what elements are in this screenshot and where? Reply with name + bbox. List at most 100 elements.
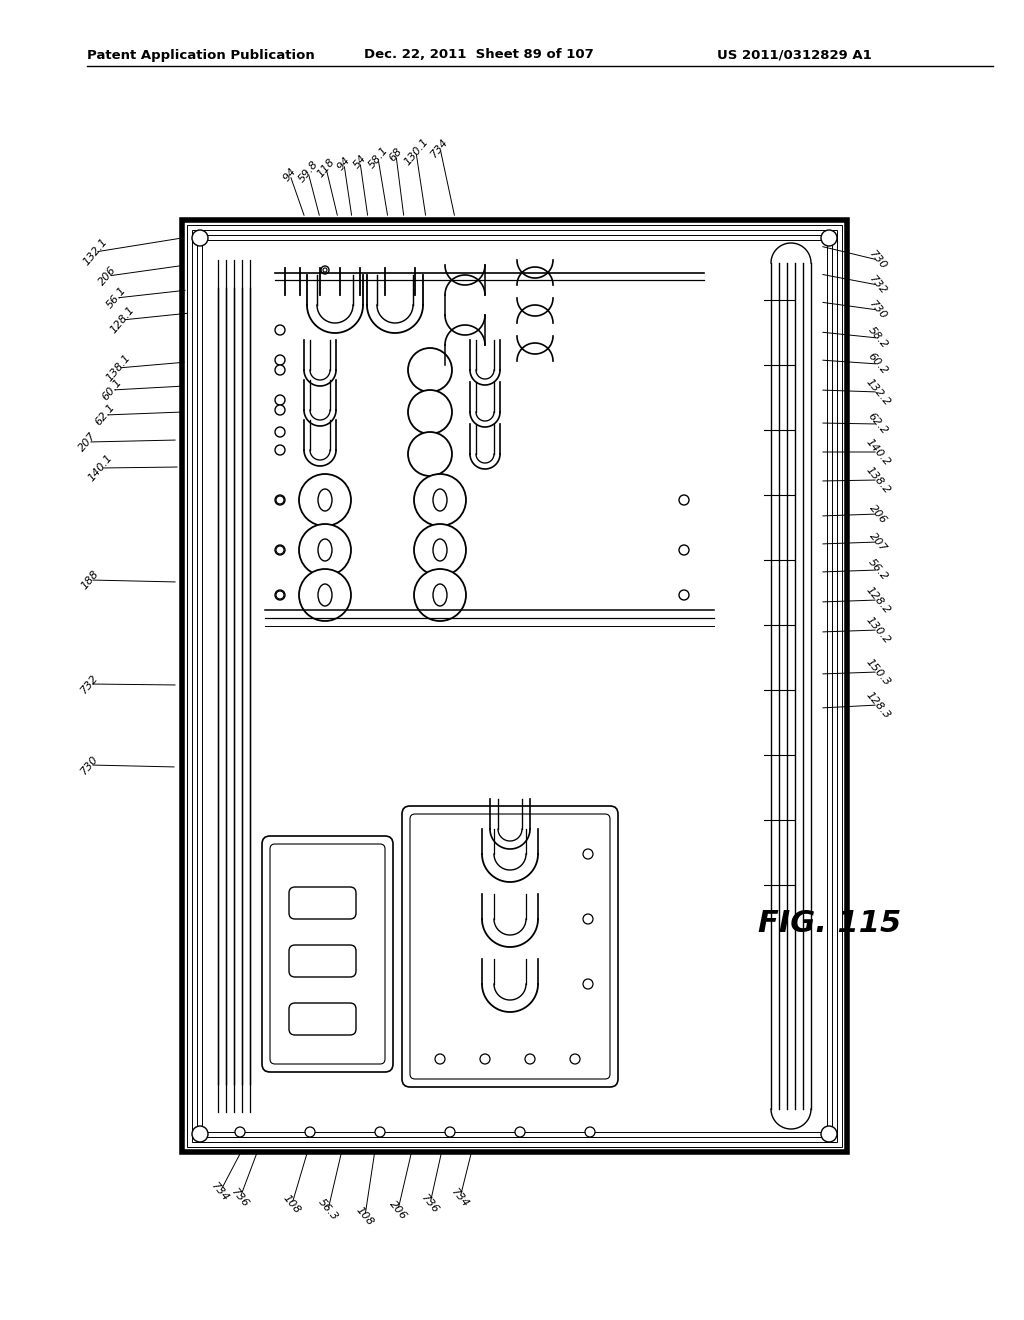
Circle shape: [435, 1053, 445, 1064]
Text: 108: 108: [354, 1205, 376, 1228]
Circle shape: [585, 1127, 595, 1137]
Text: 132.2: 132.2: [864, 376, 892, 408]
Circle shape: [679, 590, 689, 601]
Circle shape: [275, 445, 285, 455]
Bar: [182, 220, 847, 1152]
Text: 206: 206: [387, 1199, 409, 1221]
Text: 207: 207: [867, 531, 889, 553]
Text: 118: 118: [315, 157, 337, 180]
Text: 206: 206: [97, 264, 119, 288]
Text: Dec. 22, 2011  Sheet 89 of 107: Dec. 22, 2011 Sheet 89 of 107: [364, 49, 593, 62]
Circle shape: [276, 496, 284, 504]
Circle shape: [275, 495, 285, 506]
Text: 60.2: 60.2: [866, 351, 890, 376]
Circle shape: [323, 268, 327, 272]
Text: 56.3: 56.3: [316, 1197, 340, 1222]
Text: 58.2: 58.2: [866, 325, 890, 351]
Circle shape: [679, 545, 689, 554]
Circle shape: [821, 1126, 837, 1142]
Text: 56.2: 56.2: [866, 557, 890, 582]
Circle shape: [515, 1127, 525, 1137]
Circle shape: [276, 591, 284, 599]
Circle shape: [480, 1053, 490, 1064]
Circle shape: [299, 524, 351, 576]
Circle shape: [679, 495, 689, 506]
Text: 58.1: 58.1: [367, 145, 390, 170]
Bar: [187, 224, 842, 1147]
Text: 734: 734: [209, 1180, 230, 1204]
Circle shape: [445, 1127, 455, 1137]
Circle shape: [408, 389, 452, 434]
Circle shape: [408, 348, 452, 392]
Circle shape: [414, 569, 466, 620]
Text: US 2011/0312829 A1: US 2011/0312829 A1: [717, 49, 871, 62]
Text: 732: 732: [867, 273, 889, 297]
Text: 730: 730: [867, 248, 889, 272]
Circle shape: [321, 267, 329, 275]
Circle shape: [583, 913, 593, 924]
Text: 140.1: 140.1: [86, 453, 114, 483]
Bar: [202, 240, 827, 1133]
Circle shape: [821, 230, 837, 246]
Circle shape: [275, 325, 285, 335]
Text: 94: 94: [282, 166, 298, 183]
FancyBboxPatch shape: [410, 814, 610, 1078]
Circle shape: [299, 569, 351, 620]
FancyBboxPatch shape: [270, 843, 385, 1064]
Text: 207: 207: [77, 430, 98, 453]
Text: 736: 736: [419, 1192, 440, 1216]
Circle shape: [305, 1127, 315, 1137]
Text: Patent Application Publication: Patent Application Publication: [87, 49, 314, 62]
Circle shape: [375, 1127, 385, 1137]
Text: 138.2: 138.2: [864, 465, 892, 495]
Text: 730: 730: [867, 298, 889, 321]
Text: 188: 188: [79, 569, 100, 591]
Text: 59.8: 59.8: [296, 160, 319, 185]
Circle shape: [275, 545, 285, 554]
Text: 62.1: 62.1: [93, 403, 117, 428]
Circle shape: [275, 395, 285, 405]
Circle shape: [193, 1126, 208, 1142]
Ellipse shape: [318, 488, 332, 511]
Text: 54: 54: [351, 153, 369, 170]
FancyBboxPatch shape: [402, 807, 618, 1086]
Text: 128.1: 128.1: [108, 305, 136, 335]
Text: 140.2: 140.2: [864, 437, 892, 467]
Circle shape: [299, 474, 351, 525]
Text: 108: 108: [282, 1192, 303, 1216]
Circle shape: [193, 230, 208, 246]
Text: 60.1: 60.1: [100, 378, 124, 403]
Text: 734: 734: [450, 1187, 471, 1209]
Text: 130.2: 130.2: [864, 615, 892, 645]
Circle shape: [275, 355, 285, 366]
Circle shape: [570, 1053, 580, 1064]
Text: 130.1: 130.1: [401, 136, 430, 168]
Text: FIG. 115: FIG. 115: [758, 909, 901, 939]
Text: 132.1: 132.1: [81, 236, 110, 268]
FancyBboxPatch shape: [289, 887, 356, 919]
Text: 730: 730: [79, 754, 100, 776]
Circle shape: [525, 1053, 535, 1064]
Text: 734: 734: [429, 136, 451, 160]
Ellipse shape: [433, 539, 447, 561]
Bar: [193, 230, 837, 1142]
Circle shape: [275, 590, 285, 601]
Circle shape: [276, 546, 284, 554]
Circle shape: [275, 405, 285, 414]
Circle shape: [583, 979, 593, 989]
Circle shape: [234, 1127, 245, 1137]
Ellipse shape: [318, 583, 332, 606]
Text: 68: 68: [388, 147, 404, 164]
Circle shape: [414, 524, 466, 576]
Text: 128.3: 128.3: [864, 689, 892, 721]
Text: 150.3: 150.3: [864, 656, 892, 688]
Text: 94: 94: [336, 156, 352, 173]
Text: 138.1: 138.1: [103, 352, 132, 384]
Ellipse shape: [433, 488, 447, 511]
Text: 206: 206: [867, 503, 889, 525]
Circle shape: [408, 432, 452, 477]
Circle shape: [275, 366, 285, 375]
Text: 56.1: 56.1: [104, 285, 128, 310]
Text: 128.2: 128.2: [864, 585, 892, 615]
Bar: [197, 235, 831, 1137]
